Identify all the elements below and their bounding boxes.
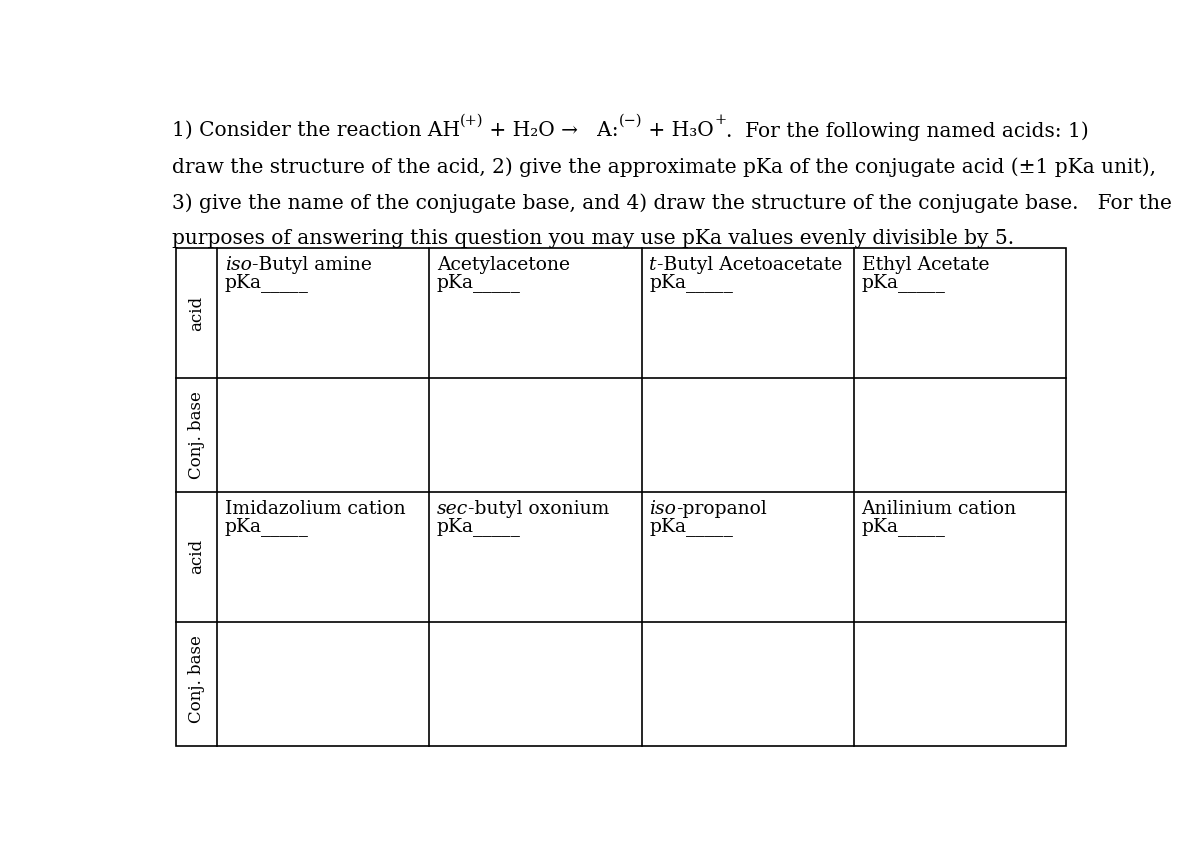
Text: iso: iso — [224, 256, 252, 274]
Text: .  For the following named acids: 1): . For the following named acids: 1) — [726, 121, 1090, 141]
Text: pKa_____: pKa_____ — [224, 517, 308, 536]
Text: acid: acid — [188, 540, 205, 574]
Text: Conj. base: Conj. base — [188, 635, 205, 722]
Text: + H₂O →   A:: + H₂O → A: — [484, 121, 619, 141]
Text: Acetylacetone: Acetylacetone — [437, 256, 570, 274]
Text: Conj. base: Conj. base — [188, 391, 205, 479]
Text: sec: sec — [437, 500, 468, 518]
Text: (−): (−) — [619, 113, 642, 127]
Text: +: + — [714, 113, 726, 127]
Text: Ethyl Acetate: Ethyl Acetate — [862, 256, 989, 274]
Text: pKa_____: pKa_____ — [437, 273, 521, 292]
Text: Anilinium cation: Anilinium cation — [862, 500, 1016, 518]
Text: pKa_____: pKa_____ — [224, 273, 308, 292]
Text: -Butyl Acetoacetate: -Butyl Acetoacetate — [656, 256, 842, 274]
Text: + H₃O: + H₃O — [642, 121, 714, 141]
Text: 3) give the name of the conjugate base, and 4) draw the structure of the conjuga: 3) give the name of the conjugate base, … — [172, 193, 1171, 213]
Text: Imidazolium cation: Imidazolium cation — [224, 500, 406, 518]
Text: iso: iso — [649, 500, 676, 518]
Bar — [176, 248, 1066, 746]
Text: pKa_____: pKa_____ — [649, 273, 733, 292]
Text: t: t — [649, 256, 656, 274]
Text: (+): (+) — [460, 113, 484, 127]
Text: pKa_____: pKa_____ — [862, 273, 946, 292]
Text: draw the structure of the acid, 2) give the approximate pKa of the conjugate aci: draw the structure of the acid, 2) give … — [172, 157, 1156, 177]
Text: acid: acid — [188, 296, 205, 330]
Text: 1) Consider the reaction AH: 1) Consider the reaction AH — [172, 121, 460, 141]
Text: pKa_____: pKa_____ — [862, 517, 946, 536]
Text: pKa_____: pKa_____ — [649, 517, 733, 536]
Text: -propanol: -propanol — [676, 500, 767, 518]
Text: -Butyl amine: -Butyl amine — [252, 256, 372, 274]
Text: pKa_____: pKa_____ — [437, 517, 521, 536]
Text: purposes of answering this question you may use pKa values evenly divisible by 5: purposes of answering this question you … — [172, 229, 1014, 248]
Text: -butyl oxonium: -butyl oxonium — [468, 500, 610, 518]
